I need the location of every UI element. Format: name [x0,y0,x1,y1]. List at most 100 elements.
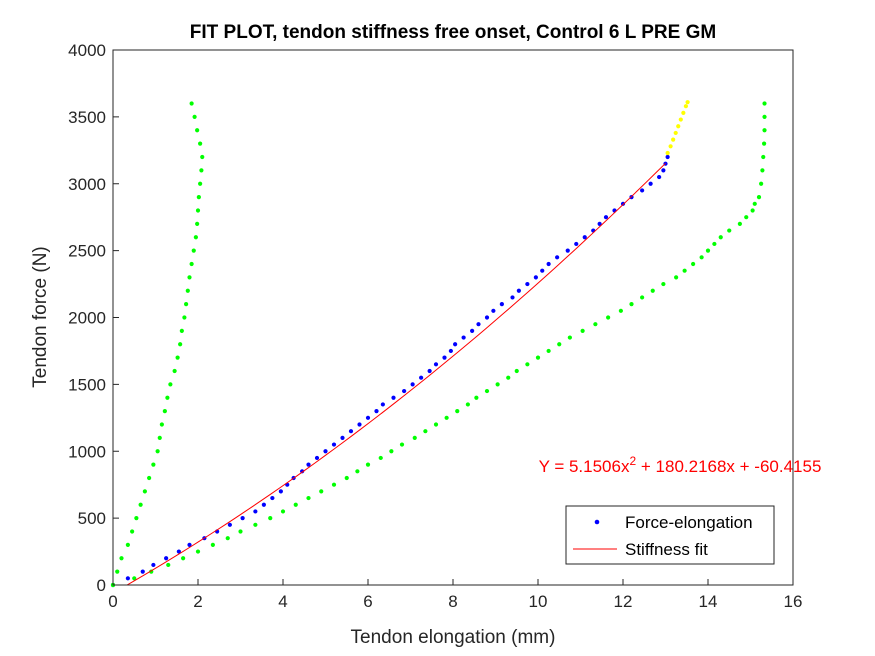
data-point [433,362,439,367]
y-tick-label: 1000 [68,442,106,461]
data-point [184,302,189,307]
data-point [678,117,683,122]
data-point [603,215,609,220]
data-point [130,529,135,534]
data-point [510,295,515,300]
data-point [200,154,205,160]
data-point [727,228,732,233]
data-point [195,549,201,554]
data-point [762,101,767,106]
y-tick-label: 2000 [68,309,106,328]
data-point [760,168,765,173]
data-point [189,101,194,106]
data-point [516,288,521,293]
data-point [140,569,145,574]
data-point [671,137,676,142]
data-point [132,576,137,581]
data-point [762,114,767,119]
data-point [461,335,466,340]
data-point [470,328,475,333]
data-point [533,275,538,280]
data-point [253,509,258,514]
data-point [191,248,196,253]
data-point [525,281,530,287]
data-point [555,255,560,260]
data-point [278,489,283,494]
data-point [546,261,551,267]
data-point [314,455,320,461]
y-tick-label: 4000 [68,41,106,60]
data-point [293,502,298,507]
data-point [151,462,156,467]
data-point [185,288,190,293]
data-point [253,522,258,527]
data-point [227,522,232,527]
data-point [674,275,679,280]
data-point [718,235,723,240]
data-point [759,181,764,186]
data-point [453,342,458,347]
data-point [540,268,545,273]
data-point [151,562,156,568]
y-tick-label: 2500 [68,242,106,261]
data-point [681,110,686,115]
legend: Force-elongation Stiffness fit [565,505,775,565]
data-point [176,549,181,554]
chart-title: FIT PLOT, tendon stiffness free onset, C… [190,22,716,43]
data-point [157,435,162,440]
data-point [119,556,124,561]
data-point [744,215,749,220]
data-point [159,422,164,427]
data-point [580,328,585,333]
data-point [629,302,634,307]
legend-marker-force-elongation [594,519,600,525]
data-point [195,208,201,213]
data-point [620,201,626,206]
data-point [125,576,130,581]
data-point [682,268,687,273]
data-point [319,489,324,494]
data-point [195,128,200,133]
data-point [399,442,405,447]
data-point [374,409,379,414]
data-point [168,382,173,387]
data-point [365,462,371,467]
data-point [306,462,311,467]
data-point [756,195,762,200]
data-point [344,475,349,481]
data-point [196,195,201,200]
data-point [365,415,371,420]
fit-equation: Y = 5.1506x2 + 180.2168x + -60.4155 [539,454,822,476]
data-point [391,395,396,400]
data-point [495,382,500,387]
data-point [506,375,511,380]
data-point [166,562,171,568]
data-point [683,104,689,109]
x-axis-label: Tendon elongation (mm) [351,627,556,648]
data-point [355,469,360,474]
data-point [225,536,230,541]
data-point [705,248,711,253]
x-tick-label: 16 [784,592,803,611]
x-tick-label: 2 [193,592,202,611]
data-point [668,144,673,149]
data-point [178,342,183,347]
data-point [661,281,666,287]
series-layer [110,100,767,588]
data-point [125,542,130,547]
data-point [147,475,152,481]
data-point [323,449,328,454]
data-point [199,168,204,173]
data-point [712,241,717,247]
data-point [448,348,453,354]
data-point [198,181,203,186]
legend-label-force-elongation: Force-elongation [625,513,753,532]
data-point [380,402,385,407]
data-point [597,221,602,226]
series-0 [110,154,670,588]
data-point [582,235,587,240]
data-point [525,362,530,367]
data-point [193,235,198,240]
data-point [691,261,696,267]
data-point [606,315,611,320]
